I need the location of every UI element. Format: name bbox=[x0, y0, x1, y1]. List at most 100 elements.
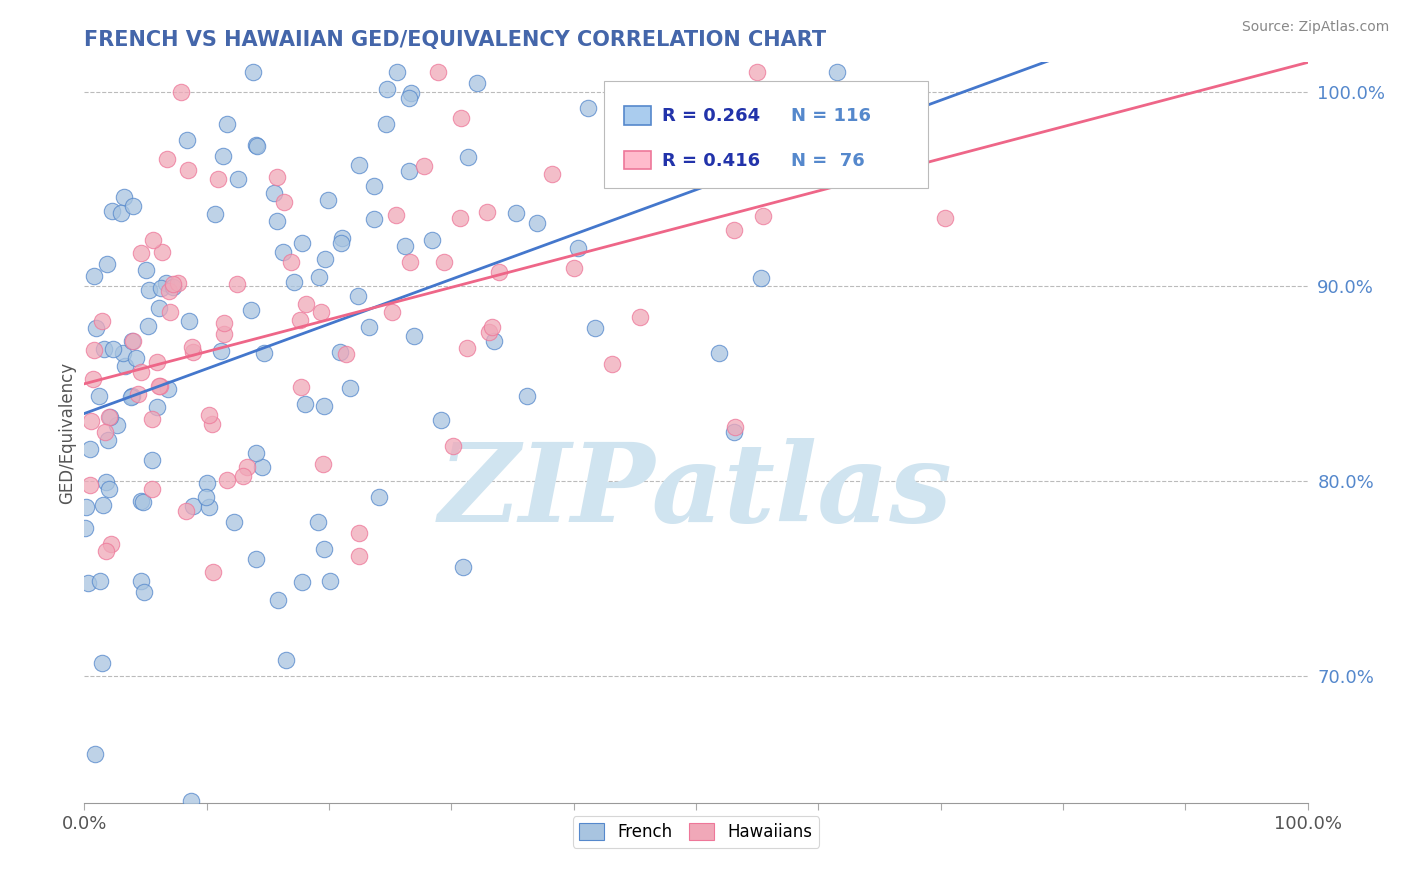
Point bbox=[87, 389, 110, 403]
Point bbox=[562, 261, 585, 276]
Text: R = 0.264: R = 0.264 bbox=[662, 108, 759, 126]
Point bbox=[107, 417, 129, 432]
Point bbox=[451, 559, 474, 574]
Point bbox=[83, 747, 105, 762]
Point bbox=[145, 400, 167, 414]
Point bbox=[266, 214, 288, 228]
Point bbox=[112, 189, 135, 203]
Point bbox=[252, 460, 274, 475]
Point bbox=[394, 239, 416, 253]
Point bbox=[198, 408, 221, 422]
Point bbox=[291, 575, 314, 590]
Point bbox=[150, 281, 173, 295]
Point bbox=[441, 439, 464, 453]
Point bbox=[271, 245, 294, 260]
Point bbox=[77, 576, 100, 591]
Point bbox=[110, 206, 132, 220]
Point bbox=[207, 172, 229, 186]
Point bbox=[75, 500, 97, 515]
Point bbox=[332, 231, 354, 245]
Point bbox=[142, 233, 165, 247]
Point bbox=[157, 382, 180, 396]
Point bbox=[283, 275, 305, 289]
Point bbox=[717, 96, 740, 111]
Point bbox=[222, 515, 245, 529]
Point bbox=[89, 574, 111, 589]
Point bbox=[217, 473, 239, 487]
Point bbox=[934, 211, 956, 226]
Point bbox=[766, 106, 789, 120]
Point bbox=[295, 297, 318, 311]
Point bbox=[266, 170, 288, 185]
Point bbox=[211, 149, 233, 163]
Point bbox=[127, 387, 149, 401]
Point bbox=[583, 321, 606, 335]
Y-axis label: GED/Equivalency: GED/Equivalency bbox=[58, 361, 76, 504]
Point bbox=[198, 500, 221, 515]
Point bbox=[212, 316, 235, 330]
Point bbox=[422, 233, 444, 247]
Point bbox=[749, 271, 772, 285]
Point bbox=[156, 153, 179, 167]
Point bbox=[375, 117, 398, 131]
Legend: French, Hawaiians: French, Hawaiians bbox=[572, 816, 820, 847]
Point bbox=[226, 172, 249, 186]
Point bbox=[385, 208, 408, 222]
Point bbox=[246, 139, 269, 153]
Point bbox=[97, 433, 120, 447]
Point bbox=[177, 163, 200, 178]
Point bbox=[294, 397, 316, 411]
Point bbox=[723, 101, 745, 115]
Point bbox=[312, 399, 335, 413]
Point bbox=[183, 500, 205, 514]
Point bbox=[349, 158, 371, 172]
Point bbox=[752, 209, 775, 223]
Point bbox=[94, 425, 117, 439]
Point bbox=[83, 343, 105, 358]
Point bbox=[212, 327, 235, 342]
Point bbox=[177, 314, 200, 328]
Point bbox=[245, 552, 267, 566]
Point bbox=[129, 574, 152, 589]
Point bbox=[204, 207, 226, 221]
Point bbox=[377, 82, 399, 96]
Point bbox=[148, 378, 170, 392]
Point bbox=[201, 417, 224, 431]
Point bbox=[309, 304, 332, 318]
Point bbox=[347, 288, 370, 302]
Point bbox=[232, 469, 254, 483]
Point bbox=[129, 245, 152, 260]
Point bbox=[430, 413, 453, 427]
Point bbox=[97, 482, 120, 496]
Point bbox=[82, 372, 104, 386]
Point bbox=[398, 163, 420, 178]
Point bbox=[195, 476, 218, 491]
Point bbox=[159, 305, 181, 319]
Point bbox=[450, 111, 472, 125]
Point bbox=[98, 409, 121, 424]
Point bbox=[73, 521, 96, 535]
Point bbox=[567, 241, 589, 255]
Point bbox=[162, 279, 184, 293]
Point bbox=[745, 65, 768, 79]
Point bbox=[94, 544, 117, 558]
Point bbox=[157, 285, 180, 299]
Point bbox=[129, 365, 152, 379]
Point bbox=[93, 342, 115, 356]
Point bbox=[97, 410, 120, 425]
Point bbox=[541, 167, 564, 181]
Point bbox=[122, 334, 145, 348]
Point bbox=[402, 328, 425, 343]
Point bbox=[600, 358, 623, 372]
Point bbox=[129, 493, 152, 508]
Point bbox=[330, 236, 353, 251]
Point bbox=[225, 277, 247, 292]
Point bbox=[347, 549, 370, 563]
Point bbox=[235, 460, 257, 475]
Point bbox=[723, 223, 745, 237]
Point bbox=[314, 252, 336, 267]
Point bbox=[135, 263, 157, 277]
Point bbox=[307, 516, 329, 530]
Point bbox=[96, 475, 118, 489]
Point bbox=[319, 574, 342, 588]
